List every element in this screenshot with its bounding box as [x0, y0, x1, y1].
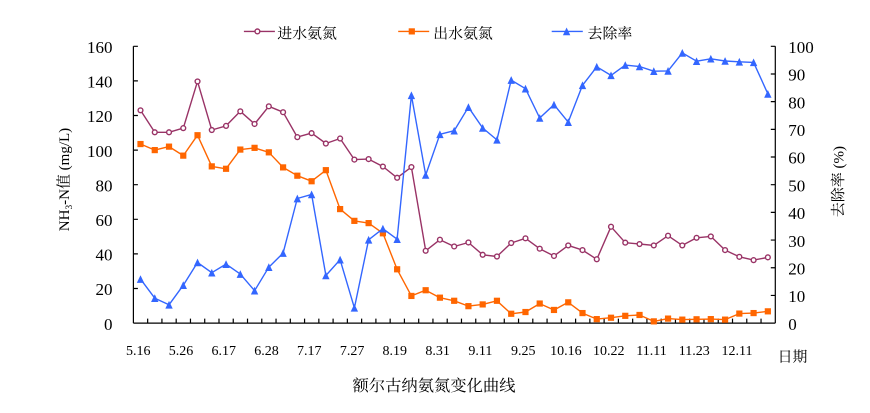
svg-text:8.19: 8.19 [383, 344, 408, 359]
svg-text:20: 20 [96, 280, 113, 299]
svg-text:120: 120 [87, 107, 113, 126]
svg-text:6.28: 6.28 [254, 344, 279, 359]
svg-text:0: 0 [788, 315, 797, 334]
svg-text:11.23: 11.23 [679, 344, 710, 359]
svg-text:(mg/L): (mg/L) [57, 128, 73, 174]
svg-text:10: 10 [788, 287, 805, 306]
svg-text:70: 70 [788, 121, 805, 140]
svg-text:(%): (%) [831, 146, 847, 172]
svg-text:30: 30 [788, 232, 805, 251]
svg-text:60: 60 [788, 149, 805, 168]
svg-text:6.17: 6.17 [211, 344, 236, 359]
svg-text:140: 140 [87, 73, 113, 92]
svg-text:-N: -N [57, 189, 73, 205]
svg-text:9.11: 9.11 [468, 344, 492, 359]
svg-text:40: 40 [96, 246, 113, 265]
svg-text:80: 80 [96, 176, 113, 195]
svg-text:40: 40 [788, 204, 805, 223]
svg-text:20: 20 [788, 259, 805, 278]
svg-text:160: 160 [87, 38, 113, 57]
svg-text:7.17: 7.17 [297, 344, 322, 359]
svg-text:80: 80 [788, 93, 805, 112]
svg-text:50: 50 [788, 176, 805, 195]
svg-text:11.11: 11.11 [636, 344, 666, 359]
svg-text:0: 0 [104, 315, 113, 334]
svg-text:9.25: 9.25 [511, 344, 536, 359]
svg-text:12.11: 12.11 [722, 344, 753, 359]
svg-text:5.16: 5.16 [126, 344, 151, 359]
svg-text:10.22: 10.22 [593, 344, 625, 359]
svg-text:10.16: 10.16 [550, 344, 582, 359]
svg-text:NH: NH [57, 209, 73, 231]
svg-text:90: 90 [788, 66, 805, 85]
svg-text:7.27: 7.27 [340, 344, 365, 359]
svg-text:60: 60 [96, 211, 113, 230]
svg-text:3: 3 [65, 205, 75, 210]
svg-text:100: 100 [87, 142, 113, 161]
svg-text:5.26: 5.26 [169, 344, 194, 359]
svg-text:8.31: 8.31 [425, 344, 450, 359]
svg-text:100: 100 [788, 38, 814, 57]
